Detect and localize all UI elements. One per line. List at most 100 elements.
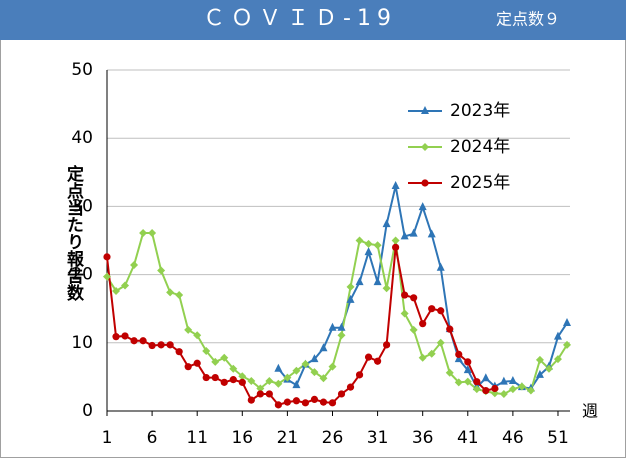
marker	[139, 337, 147, 345]
marker	[319, 398, 328, 406]
marker	[166, 288, 175, 297]
marker	[391, 236, 400, 245]
marker	[148, 228, 157, 237]
chart-title: ＣＯＶＩＤ-19	[203, 6, 397, 31]
marker	[382, 219, 391, 228]
marker	[157, 341, 165, 349]
marker	[301, 399, 310, 407]
x-tick-label: 26	[322, 428, 344, 448]
y-axis-label: 定点当たり報告数	[63, 164, 84, 302]
marker	[175, 348, 183, 356]
marker	[193, 331, 202, 340]
marker	[166, 341, 174, 349]
marker	[508, 375, 517, 384]
marker	[428, 305, 436, 313]
chart-subtitle: 定点数９	[496, 10, 560, 29]
x-tick-label: 46	[502, 428, 524, 448]
marker	[247, 396, 255, 404]
marker	[482, 386, 490, 395]
marker	[454, 378, 463, 387]
marker	[463, 365, 472, 374]
marker	[184, 325, 193, 334]
marker	[202, 373, 210, 382]
marker	[364, 239, 373, 248]
marker	[220, 353, 229, 362]
marker	[319, 374, 328, 383]
marker	[283, 398, 291, 406]
marker	[563, 318, 571, 327]
x-axis-label: 週	[582, 402, 598, 421]
marker	[238, 372, 247, 381]
marker	[193, 359, 201, 367]
marker	[310, 354, 319, 363]
marker	[310, 368, 319, 377]
marker	[455, 350, 463, 358]
marker	[274, 401, 282, 409]
series-line	[106, 231, 568, 395]
y-tick-label: 10	[71, 333, 93, 353]
marker	[337, 331, 346, 340]
marker	[112, 333, 120, 341]
marker	[517, 382, 526, 391]
marker	[409, 228, 418, 237]
marker	[364, 247, 373, 256]
marker	[355, 236, 364, 245]
marker	[508, 385, 517, 394]
marker	[121, 281, 130, 290]
marker	[346, 383, 355, 391]
marker	[220, 378, 228, 386]
marker	[382, 284, 391, 293]
marker	[346, 294, 355, 303]
marker	[421, 179, 429, 187]
x-tick-label: 1	[102, 428, 113, 448]
marker	[274, 363, 283, 372]
y-tick-label: 50	[71, 60, 93, 80]
x-tick-label: 41	[457, 428, 479, 448]
marker	[472, 385, 481, 394]
x-tick-label: 36	[412, 428, 434, 448]
x-tick-label: 6	[147, 428, 158, 448]
marker	[535, 355, 544, 364]
marker	[383, 341, 391, 349]
marker	[346, 282, 355, 291]
marker	[391, 180, 400, 189]
marker	[319, 343, 328, 352]
marker	[373, 277, 382, 286]
y-tick-label: 0	[82, 401, 93, 421]
marker	[409, 325, 418, 334]
marker	[526, 386, 535, 395]
marker	[481, 373, 490, 382]
marker	[544, 364, 553, 373]
marker	[229, 364, 238, 373]
marker	[473, 378, 481, 386]
marker	[202, 346, 211, 355]
marker	[421, 143, 429, 151]
marker	[301, 359, 310, 368]
marker	[491, 384, 499, 393]
marker	[184, 363, 192, 371]
marker	[328, 322, 337, 331]
marker	[157, 266, 166, 275]
marker	[355, 371, 364, 379]
marker	[292, 380, 301, 389]
x-tick-label: 31	[367, 428, 389, 448]
marker	[256, 390, 264, 398]
marker	[499, 376, 508, 385]
marker	[328, 362, 337, 371]
marker	[337, 322, 346, 331]
marker	[130, 261, 139, 270]
marker	[337, 390, 346, 398]
marker	[427, 349, 436, 358]
marker	[103, 253, 111, 261]
marker	[418, 202, 427, 211]
marker	[535, 369, 544, 378]
marker	[436, 338, 445, 347]
marker	[427, 229, 436, 238]
marker	[283, 373, 292, 382]
x-tick-label: 16	[231, 428, 253, 448]
marker	[463, 377, 472, 386]
marker	[563, 340, 571, 349]
marker	[292, 366, 301, 375]
marker	[139, 228, 148, 237]
